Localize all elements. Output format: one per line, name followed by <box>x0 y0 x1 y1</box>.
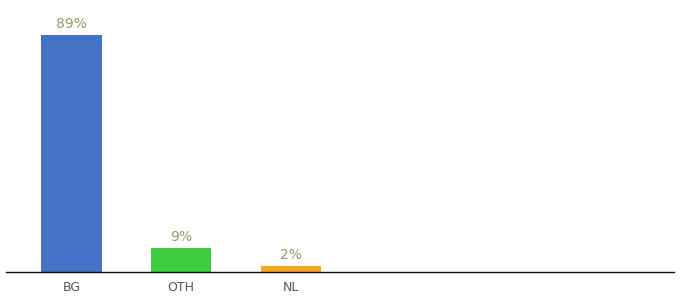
Bar <box>151 248 211 272</box>
Bar <box>260 266 321 272</box>
Text: 9%: 9% <box>170 230 192 244</box>
Text: 2%: 2% <box>279 248 302 262</box>
Text: 89%: 89% <box>56 17 87 31</box>
Bar <box>41 35 101 272</box>
